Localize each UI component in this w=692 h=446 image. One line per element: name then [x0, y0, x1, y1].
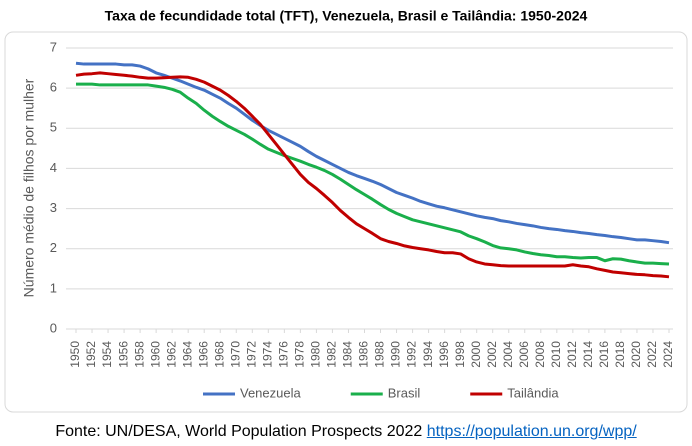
- x-tick-label: 1980: [309, 341, 323, 368]
- chart-title: Taxa de fecundidade total (TFT), Venezue…: [105, 8, 588, 24]
- x-tick-label: 1962: [164, 341, 178, 368]
- x-tick-label: 1968: [212, 341, 226, 368]
- x-tick-label: 1976: [277, 341, 291, 368]
- x-tick-label: 2018: [613, 341, 627, 368]
- x-tick-label: 2012: [565, 341, 579, 368]
- x-tick-label: 2002: [485, 341, 499, 368]
- x-tick-label: 1986: [357, 341, 371, 368]
- series-line: [75, 71, 670, 279]
- x-tick-label: 2006: [517, 341, 531, 368]
- x-tick-label: 1956: [116, 341, 130, 368]
- chart-frame: [4, 31, 688, 413]
- chart: Taxa de fecundidade total (TFT), Venezue…: [4, 8, 688, 413]
- x-tick-label: 1998: [453, 341, 467, 368]
- x-tick-label: 2004: [501, 341, 515, 368]
- x-tick-label: 1996: [437, 341, 451, 368]
- x-tick-label: 1950: [68, 341, 82, 368]
- x-tick-label: 1994: [421, 341, 435, 368]
- x-tick-label: 1952: [84, 341, 98, 368]
- y-tick-label: 6: [50, 80, 57, 95]
- x-tick-label: 1964: [180, 341, 194, 368]
- legend-label: Tailândia: [507, 385, 559, 400]
- x-tick-label: 2010: [549, 341, 563, 368]
- y-tick-label: 3: [50, 200, 57, 215]
- y-tick-label: 2: [50, 240, 57, 255]
- x-tick-label: 1982: [325, 341, 339, 368]
- y-tick-label: 4: [50, 160, 57, 175]
- series-line: [75, 61, 670, 245]
- footer: Fonte: UN/DESA, World Population Prospec…: [0, 423, 692, 441]
- x-tick-label: 1978: [293, 341, 307, 368]
- x-tick-label: 1958: [132, 341, 146, 368]
- x-tick-label: 2008: [533, 341, 547, 368]
- x-tick-label: 2024: [661, 341, 675, 368]
- y-tick-label: 1: [50, 280, 57, 295]
- x-tick-label: 1954: [100, 341, 114, 368]
- y-tick-label: 5: [50, 120, 57, 135]
- series-line: [76, 82, 670, 266]
- y-tick-label: 7: [50, 39, 57, 54]
- x-tick-label: 1970: [228, 341, 242, 368]
- x-tick-label: 2014: [581, 341, 595, 368]
- y-tick-label: 0: [50, 320, 57, 335]
- x-tick-label: 2022: [645, 341, 659, 368]
- legend-label: Venezuela: [240, 385, 301, 400]
- source: Fonte: UN/DESA, World Population Prospec…: [55, 423, 423, 440]
- x-tick-label: 1972: [244, 341, 258, 368]
- y-axis-label: Número médio de filhos por mulher: [21, 78, 37, 297]
- source-link[interactable]: https://population.un.org/wpp/: [426, 423, 637, 440]
- x-tick-label: 2000: [469, 341, 483, 368]
- legend-label: Brasil: [388, 385, 421, 400]
- x-tick-label: 2020: [629, 341, 643, 368]
- x-tick-label: 1984: [341, 341, 355, 368]
- x-tick-label: 1966: [196, 341, 210, 368]
- x-tick-label: 1974: [260, 341, 274, 368]
- x-tick-label: 1960: [148, 341, 162, 368]
- x-tick-label: 1988: [373, 341, 387, 368]
- x-tick-label: 1992: [405, 341, 419, 368]
- x-tick-label: 2016: [597, 341, 611, 368]
- x-tick-label: 1990: [389, 341, 403, 368]
